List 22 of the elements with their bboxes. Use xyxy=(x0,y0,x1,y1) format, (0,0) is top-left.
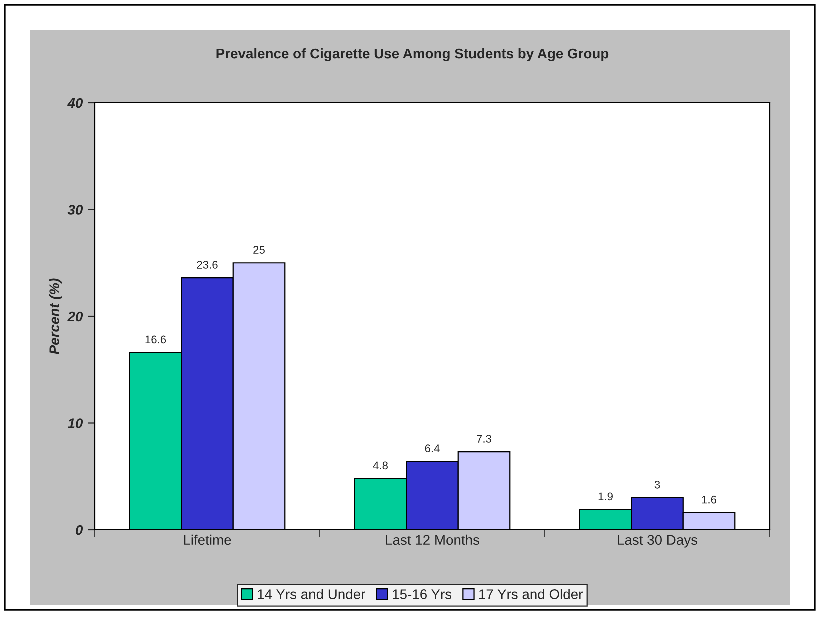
y-tick-label: 0 xyxy=(76,525,84,536)
data-label: 1.6 xyxy=(702,496,716,504)
y-tick-label: 30 xyxy=(68,205,84,215)
data-label: 6.4 xyxy=(425,444,440,453)
data-label: 25 xyxy=(254,246,265,254)
data-label: 1.9 xyxy=(598,492,613,501)
x-tick-label: Last 30 Days xyxy=(618,535,698,548)
x-tick-label: Last 12 Months xyxy=(386,534,480,546)
data-label: 7.3 xyxy=(477,435,492,443)
y-tick-label: 20 xyxy=(68,312,84,322)
data-label: 4.8 xyxy=(373,462,388,470)
y-axis-title: Percent (%) xyxy=(49,278,62,354)
legend-label: 15-16 Yrs xyxy=(393,590,452,600)
y-tick-label: 10 xyxy=(68,418,84,428)
x-tick-label: Lifetime xyxy=(184,534,232,546)
data-label: 16.6 xyxy=(146,336,166,344)
legend-label: 14 Yrs and Under xyxy=(258,589,366,600)
data-label: 23.6 xyxy=(197,261,218,269)
data-label: 3 xyxy=(654,480,660,489)
chart-title: Prevalence of Cigarette Use Among Students by Age Group xyxy=(216,48,609,62)
legend-label: 17 Yrs and Older xyxy=(480,589,583,600)
y-tick-label: 40 xyxy=(68,98,84,108)
